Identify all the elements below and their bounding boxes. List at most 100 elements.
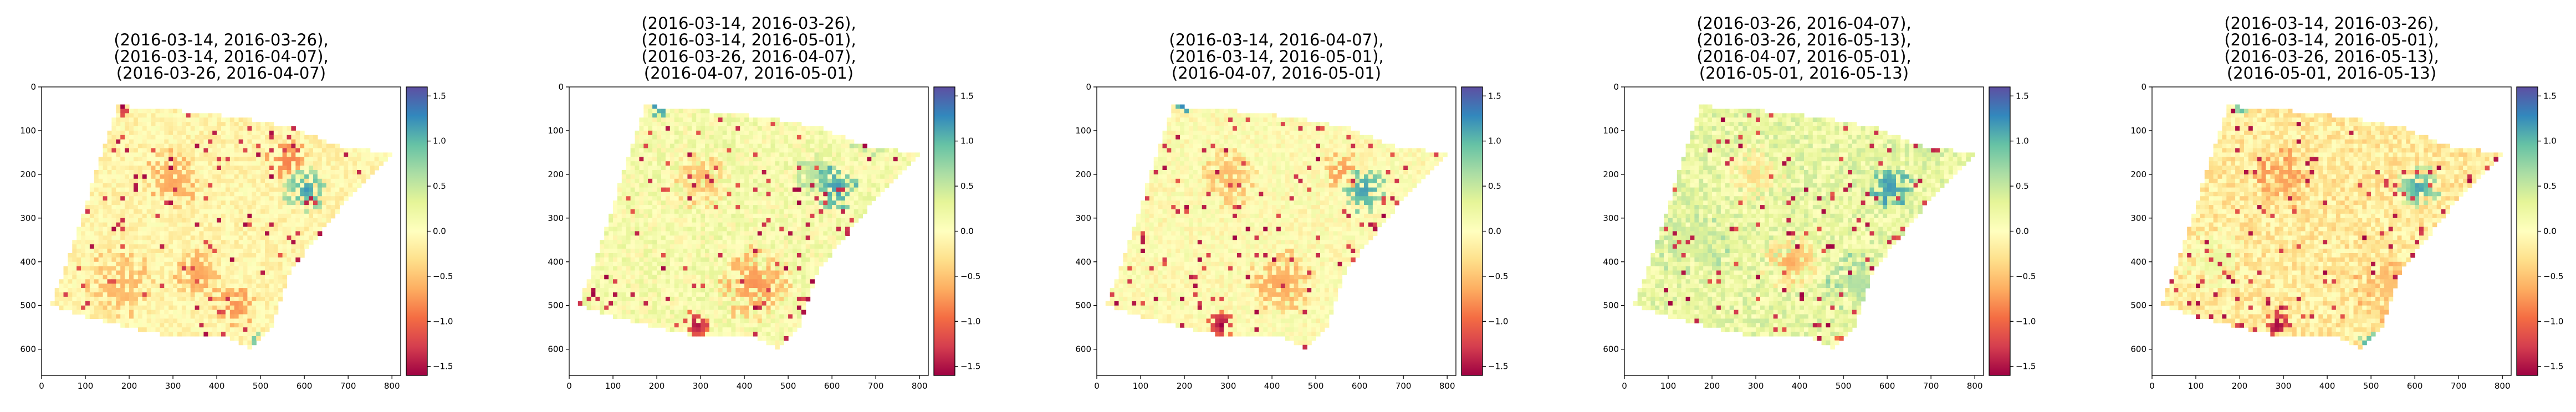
heatmap-cell bbox=[330, 152, 336, 157]
heatmap-cell bbox=[256, 213, 261, 219]
heatmap-cell bbox=[291, 205, 296, 210]
heatmap-cell bbox=[788, 157, 793, 162]
heatmap-cell bbox=[796, 240, 802, 245]
heatmap-cell bbox=[718, 275, 723, 280]
heatmap-cell bbox=[582, 288, 587, 293]
heatmap-cell bbox=[692, 183, 697, 188]
heatmap-cell bbox=[845, 178, 850, 184]
heatmap-cell bbox=[626, 192, 631, 197]
heatmap-cell bbox=[753, 130, 758, 136]
heatmap-cell bbox=[657, 226, 662, 232]
heatmap-cell bbox=[858, 178, 863, 184]
heatmap-cell bbox=[177, 152, 182, 157]
heatmap-cell bbox=[181, 166, 187, 171]
heatmap-cell bbox=[810, 244, 815, 249]
heatmap-cell bbox=[269, 249, 274, 254]
heatmap-cell bbox=[643, 117, 648, 122]
heatmap-cell bbox=[225, 275, 231, 280]
heatmap-cell bbox=[287, 139, 292, 145]
heatmap-cell bbox=[260, 148, 265, 153]
heatmap-cell bbox=[669, 174, 675, 179]
heatmap-cell bbox=[827, 152, 832, 157]
heatmap-cell bbox=[823, 218, 828, 223]
heatmap-cell bbox=[683, 130, 688, 136]
heatmap-cell bbox=[836, 235, 841, 240]
heatmap-cell bbox=[265, 323, 270, 328]
heatmap-cell bbox=[217, 327, 222, 332]
heatmap-cell bbox=[260, 314, 265, 319]
heatmap-cell bbox=[678, 122, 684, 127]
heatmap-cell bbox=[871, 166, 876, 171]
heatmap-cell bbox=[696, 161, 701, 166]
heatmap-cell bbox=[678, 288, 684, 293]
heatmap-cell bbox=[692, 244, 697, 249]
heatmap-cell bbox=[805, 257, 811, 262]
heatmap-cell bbox=[304, 157, 309, 162]
heatmap-cell bbox=[810, 192, 815, 197]
heatmap-cell bbox=[146, 109, 152, 114]
heatmap-cell bbox=[867, 157, 872, 162]
heatmap-cell bbox=[260, 275, 265, 280]
heatmap-cell bbox=[823, 244, 828, 249]
heatmap-cell bbox=[151, 301, 156, 306]
heatmap-cell bbox=[238, 196, 244, 201]
heatmap-cell bbox=[304, 152, 309, 157]
heatmap-cell bbox=[805, 148, 811, 153]
heatmap-cell bbox=[173, 192, 178, 197]
heatmap-cell bbox=[788, 166, 793, 171]
heatmap-cell bbox=[635, 183, 640, 188]
heatmap-cell bbox=[832, 170, 837, 175]
heatmap-cell bbox=[657, 288, 662, 293]
heatmap-cell bbox=[344, 183, 349, 188]
heatmap-cell bbox=[229, 244, 235, 249]
heatmap-cell bbox=[238, 226, 244, 232]
heatmap-cell bbox=[120, 213, 125, 219]
heatmap-cell bbox=[722, 117, 728, 122]
heatmap-cell bbox=[247, 305, 252, 311]
heatmap-cell bbox=[735, 284, 740, 289]
heatmap-cell bbox=[217, 226, 222, 232]
heatmap-cell bbox=[775, 139, 780, 145]
heatmap-cell bbox=[186, 257, 191, 262]
heatmap-cell bbox=[880, 174, 885, 179]
heatmap-cell bbox=[674, 231, 679, 236]
heatmap-cell bbox=[683, 152, 688, 157]
heatmap-cell bbox=[238, 288, 244, 293]
heatmap-cell bbox=[125, 109, 130, 114]
heatmap-cell bbox=[657, 192, 662, 197]
heatmap-cell bbox=[731, 130, 736, 136]
heatmap-cell bbox=[643, 266, 648, 271]
heatmap-cell bbox=[134, 130, 139, 136]
heatmap-cell bbox=[146, 213, 152, 219]
heatmap-cell bbox=[770, 226, 775, 232]
heatmap-cell bbox=[116, 130, 121, 136]
heatmap-cell bbox=[134, 275, 139, 280]
heatmap-cell bbox=[344, 148, 349, 153]
heatmap-cell bbox=[89, 314, 95, 319]
heatmap-cell bbox=[740, 196, 745, 201]
heatmap-cell bbox=[880, 148, 885, 153]
heatmap-cell bbox=[142, 122, 147, 127]
heatmap-cell bbox=[273, 218, 279, 223]
heatmap-cell bbox=[273, 249, 279, 254]
heatmap-cell bbox=[181, 174, 187, 179]
heatmap-cell bbox=[600, 253, 605, 258]
heatmap-cell bbox=[309, 148, 314, 153]
heatmap-cell bbox=[595, 275, 600, 280]
heatmap-cell bbox=[683, 205, 688, 210]
heatmap-cell bbox=[744, 148, 749, 153]
heatmap-cell bbox=[793, 235, 798, 240]
heatmap-cell bbox=[665, 253, 671, 258]
heatmap-cell bbox=[129, 253, 134, 258]
heatmap-cell bbox=[234, 122, 239, 127]
heatmap-cell bbox=[339, 192, 344, 197]
heatmap-cell bbox=[749, 279, 754, 284]
heatmap-cell bbox=[125, 292, 130, 297]
heatmap-cell bbox=[810, 266, 815, 271]
heatmap-cell bbox=[749, 209, 754, 214]
heatmap-cell bbox=[796, 231, 802, 236]
heatmap-cell bbox=[810, 209, 815, 214]
heatmap-cell bbox=[757, 279, 763, 284]
heatmap-cell bbox=[208, 266, 213, 271]
heatmap-cell bbox=[238, 222, 244, 228]
